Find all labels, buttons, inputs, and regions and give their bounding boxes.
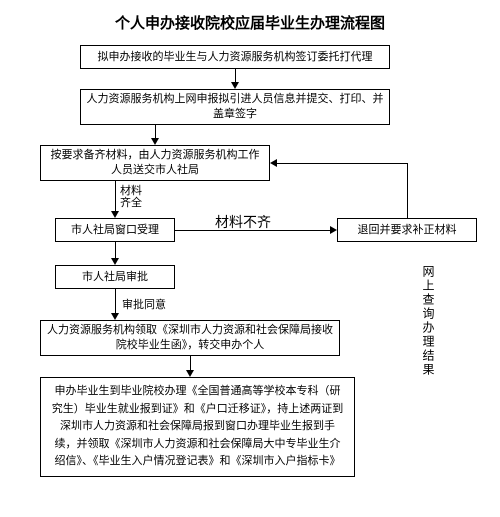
connector <box>115 181 116 211</box>
node-step-1: 拟申办接收的毕业生与人力资源服务机构签订委托打代理 <box>80 45 390 69</box>
arrow-down-icon <box>111 258 119 265</box>
label-approved: 审批同意 <box>122 296 166 312</box>
page-title: 个人申办接收院校应届毕业生办理流程图 <box>0 12 500 33</box>
arrow-down-icon <box>111 211 119 218</box>
node-step-6: 人力资源服务机构领取《深圳市人力资源和社会保障局接收院校毕业生函》，转交申办个人 <box>40 320 340 356</box>
node-step-2: 人力资源服务机构上网申报拟引进人员信息并提交、打印、并盖章签字 <box>80 89 390 125</box>
node-text: 退回并要求补正材料 <box>358 223 457 238</box>
label-materials-incomplete: 材料不齐 <box>215 212 271 232</box>
connector <box>277 163 407 164</box>
node-text: 人力资源服务机构领取《深圳市人力资源和社会保障局接收院校毕业生函》，转交申办个人 <box>46 323 334 353</box>
connector <box>190 356 191 370</box>
node-step-7: 申办毕业生到毕业院校办理《全国普通高等学校本专科（研究生）毕业生就业报到证》和《… <box>40 377 355 477</box>
arrow-down-icon <box>151 138 159 145</box>
arrow-down-icon <box>231 82 239 89</box>
node-step-3: 按要求备齐材料，由人力资源服务机构工作人员送交市人社局 <box>40 145 270 181</box>
node-step-4: 市人社局窗口受理 <box>55 218 175 242</box>
connector <box>155 125 156 138</box>
node-text: 申办毕业生到毕业院校办理《全国普通高等学校本专科（研究生）毕业生就业报到证》和《… <box>51 383 344 471</box>
node-step-5: 市人社局审批 <box>55 265 175 289</box>
arrow-down-icon <box>111 313 119 320</box>
arrow-left-icon <box>270 159 277 167</box>
connector <box>115 242 116 258</box>
arrow-down-icon <box>186 370 194 377</box>
node-text: 市人社局窗口受理 <box>71 223 159 238</box>
connector <box>235 69 236 82</box>
node-text: 拟申办接收的毕业生与人力资源服务机构签订委托打代理 <box>98 50 373 65</box>
node-text: 按要求备齐材料，由人力资源服务机构工作人员送交市人社局 <box>46 148 264 178</box>
node-text: 市人社局审批 <box>82 270 148 285</box>
connector <box>407 163 408 218</box>
node-text: 人力资源服务机构上网申报拟引进人员信息并提交、打印、并盖章签字 <box>86 92 384 122</box>
arrow-right-icon <box>330 226 337 234</box>
connector <box>115 289 116 313</box>
side-note: 网上查询办理结果 <box>420 265 437 377</box>
node-reject: 退回并要求补正材料 <box>337 218 477 242</box>
label-materials-complete: 材料 齐全 <box>120 185 142 209</box>
